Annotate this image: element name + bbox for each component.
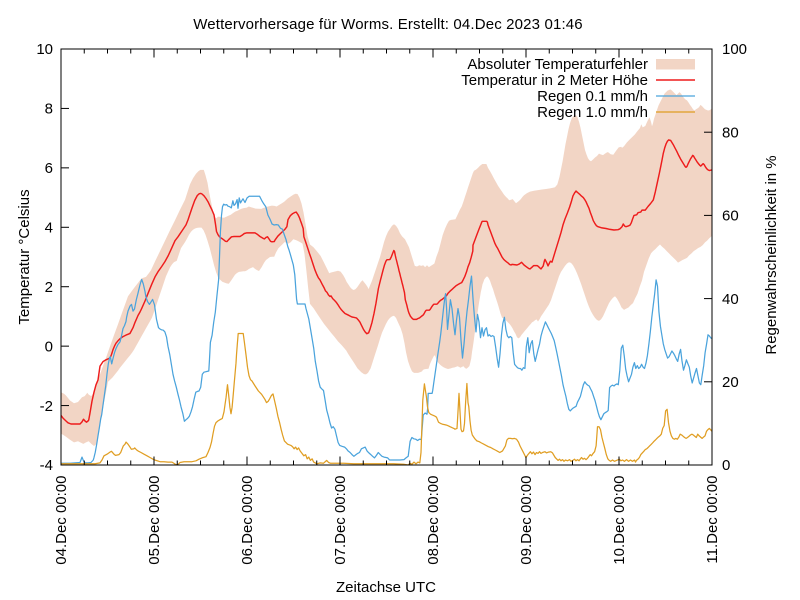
svg-text:Wettervorhersage für Worms. Er: Wettervorhersage für Worms. Erstellt: 04…: [193, 16, 583, 33]
svg-text:-2: -2: [40, 398, 53, 415]
svg-text:Regen 1.0 mm/h: Regen 1.0 mm/h: [537, 104, 648, 121]
svg-text:Temperatur °Celsius: Temperatur °Celsius: [16, 189, 33, 324]
svg-text:8: 8: [45, 101, 53, 118]
svg-text:-4: -4: [40, 457, 53, 474]
svg-text:0: 0: [722, 457, 730, 474]
svg-text:10.Dec 00:00: 10.Dec 00:00: [611, 476, 628, 565]
svg-text:0: 0: [45, 338, 53, 355]
svg-text:10: 10: [36, 41, 53, 58]
svg-text:Temperatur in 2 Meter Höhe: Temperatur in 2 Meter Höhe: [461, 72, 648, 89]
svg-text:Regenwahrscheinlichkeit in %: Regenwahrscheinlichkeit in %: [763, 155, 780, 354]
svg-text:60: 60: [722, 208, 739, 225]
svg-text:100: 100: [722, 41, 747, 58]
svg-text:6: 6: [45, 160, 53, 177]
svg-text:11.Dec 00:00: 11.Dec 00:00: [704, 476, 721, 564]
svg-text:40: 40: [722, 291, 739, 308]
svg-text:Regen 0.1 mm/h: Regen 0.1 mm/h: [537, 88, 648, 105]
svg-text:20: 20: [722, 374, 739, 391]
svg-text:05.Dec 00:00: 05.Dec 00:00: [146, 476, 163, 565]
svg-text:80: 80: [722, 124, 739, 141]
svg-text:4: 4: [45, 220, 53, 237]
svg-text:04.Dec 00:00: 04.Dec 00:00: [53, 476, 70, 565]
svg-text:2: 2: [45, 279, 53, 296]
svg-text:07.Dec 00:00: 07.Dec 00:00: [332, 476, 349, 565]
svg-text:Zeitachse UTC: Zeitachse UTC: [336, 579, 436, 596]
svg-text:06.Dec 00:00: 06.Dec 00:00: [239, 476, 256, 565]
svg-text:08.Dec 00:00: 08.Dec 00:00: [425, 476, 442, 565]
svg-text:09.Dec 00:00: 09.Dec 00:00: [518, 476, 535, 565]
svg-text:Absoluter Temperaturfehler: Absoluter Temperaturfehler: [467, 56, 648, 73]
